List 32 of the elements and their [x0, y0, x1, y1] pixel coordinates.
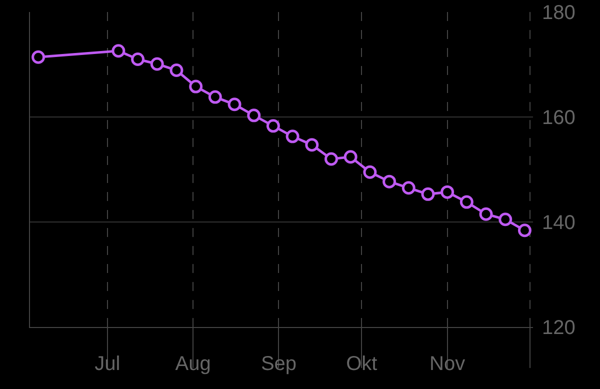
point: [498, 212, 512, 226]
point: [32, 50, 46, 64]
point: [170, 64, 184, 78]
y-tick-label: 180: [542, 2, 576, 24]
point: [421, 187, 435, 201]
y-tick-label: 160: [542, 107, 576, 129]
point: [518, 224, 532, 238]
point: [112, 44, 126, 58]
x-tick-label: Nov: [430, 353, 466, 375]
point: [150, 57, 164, 71]
point: [305, 138, 319, 152]
point: [247, 108, 261, 122]
point: [402, 181, 416, 195]
x-tick-label: Sep: [260, 353, 297, 375]
point: [363, 165, 377, 179]
point: [286, 130, 300, 144]
point: [228, 98, 242, 112]
x-tick-label: Okt: [346, 353, 378, 375]
x-tick-label: Jul: [94, 353, 120, 375]
point: [324, 152, 338, 166]
point: [208, 90, 222, 104]
point: [440, 185, 454, 199]
point: [189, 80, 203, 94]
point: [479, 207, 493, 221]
point: [382, 174, 396, 188]
y-tick-label: 120: [542, 317, 576, 339]
point: [344, 150, 358, 164]
point: [460, 195, 474, 209]
point: [131, 52, 145, 66]
x-tick-label: Aug: [175, 353, 211, 375]
point: [266, 119, 280, 133]
y-tick-label: 140: [542, 212, 576, 234]
